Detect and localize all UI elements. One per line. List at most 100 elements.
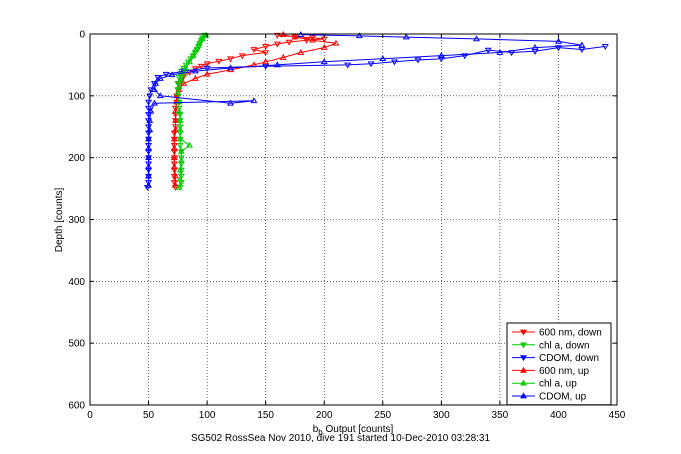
data-point xyxy=(195,39,203,46)
data-point xyxy=(180,65,188,72)
data-point xyxy=(176,142,184,149)
data-point xyxy=(285,39,293,46)
legend-swatch-marker xyxy=(520,392,527,399)
x-tick-label: 450 xyxy=(609,410,626,421)
data-point xyxy=(177,147,185,154)
data-point xyxy=(554,45,562,52)
data-point xyxy=(391,59,398,66)
data-point xyxy=(320,44,328,50)
legend-item: CDOM, down xyxy=(512,353,599,364)
data-point xyxy=(484,47,492,54)
legend-label: CDOM, down xyxy=(539,353,599,364)
data-point xyxy=(145,144,153,151)
data-point xyxy=(170,154,178,160)
x-axis-label-main: b xyxy=(313,424,319,435)
y-tick-label: 500 xyxy=(68,339,85,350)
data-point xyxy=(170,130,178,137)
data-point xyxy=(145,135,153,142)
data-point xyxy=(146,93,154,100)
axis-ticks: 0 50 100 150 200 250 300 350 400 450 0 100 200 300 400… xyxy=(68,30,625,422)
y-tick-label: 100 xyxy=(68,91,85,102)
x-axis-label-rest: Output [counts] xyxy=(323,424,394,435)
x-tick-label: 0 xyxy=(87,410,93,421)
y-tick-label: 600 xyxy=(68,401,85,412)
x-tick-label: 300 xyxy=(433,410,450,421)
series-line xyxy=(148,34,582,186)
data-point xyxy=(273,41,281,48)
data-point xyxy=(176,166,184,173)
data-point xyxy=(601,44,609,50)
data-point xyxy=(176,116,184,123)
data-point xyxy=(175,82,183,89)
legend-item: 600 nm, up xyxy=(512,366,589,377)
legend-item: chl a, up xyxy=(512,379,577,390)
data-point xyxy=(197,63,205,70)
data-point xyxy=(227,99,235,106)
data-point xyxy=(176,135,184,142)
data-point xyxy=(250,97,258,104)
data-point xyxy=(303,37,311,44)
data-point xyxy=(273,61,281,68)
data-point xyxy=(414,57,422,64)
data-point xyxy=(250,47,258,54)
legend-swatch-marker xyxy=(520,342,527,349)
x-tick-label: 200 xyxy=(316,410,333,421)
data-point xyxy=(437,52,445,58)
data-point xyxy=(191,67,199,74)
y-axis-label: Depth [counts] xyxy=(54,188,65,253)
legend-box xyxy=(506,322,612,406)
data-point xyxy=(170,163,178,170)
data-point xyxy=(238,53,246,60)
legend-item: 600 nm, down xyxy=(512,328,602,339)
y-tick-label: 0 xyxy=(79,30,85,41)
data-point xyxy=(156,92,164,99)
data-point xyxy=(198,35,206,42)
data-point xyxy=(177,157,185,164)
data-point xyxy=(172,126,179,133)
x-tick-label: 100 xyxy=(199,410,216,421)
data-point xyxy=(291,33,299,40)
data-point xyxy=(262,44,270,50)
legend-label: chl a, down xyxy=(539,340,590,351)
legend-label: 600 nm, up xyxy=(539,366,589,377)
y-tick-label: 300 xyxy=(68,215,85,226)
data-point xyxy=(145,105,153,112)
legend-label: 600 nm, down xyxy=(539,328,602,339)
data-point xyxy=(461,53,469,60)
data-point xyxy=(186,141,194,148)
x-tick-label: 400 xyxy=(550,410,567,421)
data-point xyxy=(177,76,185,83)
data-point xyxy=(172,116,179,123)
data-point xyxy=(297,48,305,55)
data-point xyxy=(402,33,410,40)
series-5 xyxy=(145,31,586,188)
data-point xyxy=(578,41,586,48)
data-point xyxy=(437,56,445,63)
x-tick-label: 50 xyxy=(143,410,155,421)
data-point xyxy=(531,44,539,50)
data-point xyxy=(194,47,202,54)
data-point xyxy=(180,79,188,86)
data-point xyxy=(170,135,178,142)
data-point xyxy=(172,172,179,179)
data-point xyxy=(146,116,154,123)
data-point xyxy=(175,107,183,114)
data-point xyxy=(309,35,316,42)
data-point xyxy=(554,37,562,44)
legend-swatch-marker xyxy=(520,329,527,336)
data-point xyxy=(186,58,194,65)
data-point xyxy=(203,70,211,77)
data-point xyxy=(279,53,287,60)
data-point xyxy=(145,181,153,188)
data-point xyxy=(182,64,190,71)
data-point xyxy=(170,144,178,151)
data-point xyxy=(172,105,179,112)
data-point xyxy=(191,74,199,81)
data-point xyxy=(367,61,375,68)
data-point xyxy=(162,71,170,78)
data-point xyxy=(147,107,155,114)
data-point xyxy=(195,44,203,50)
data-point xyxy=(496,48,504,55)
data-point xyxy=(156,74,164,81)
